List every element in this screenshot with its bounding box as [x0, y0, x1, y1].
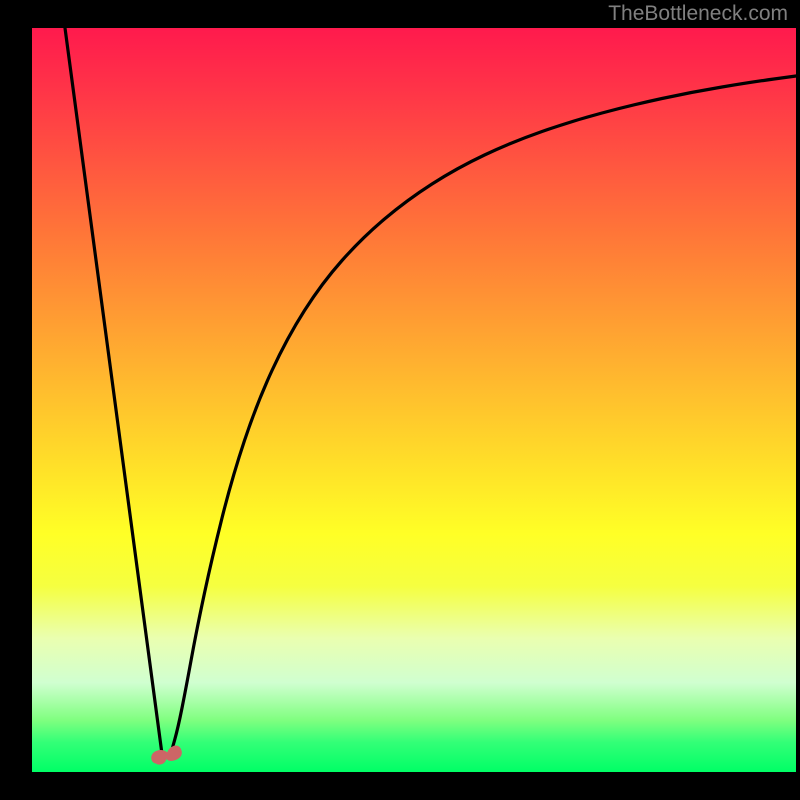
bottleneck-curve — [65, 28, 796, 754]
curve-svg — [0, 0, 800, 800]
watermark-text: TheBottleneck.com — [608, 2, 788, 26]
chart-container: TheBottleneck.com — [0, 0, 800, 800]
